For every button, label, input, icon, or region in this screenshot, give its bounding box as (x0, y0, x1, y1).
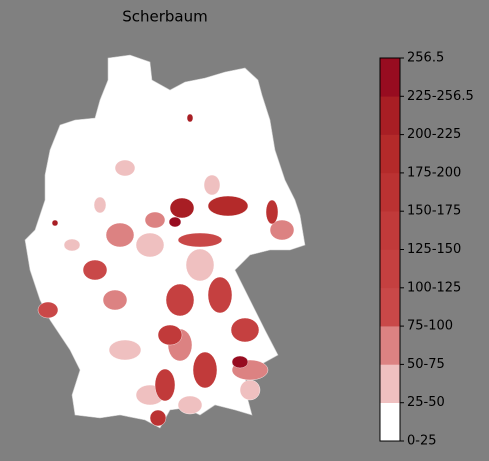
colorbar-label: 150-175 (407, 204, 461, 219)
colorbar-segment (380, 326, 400, 365)
region (135, 232, 165, 258)
colorbar-label: 0-25 (407, 434, 437, 449)
colorbar-label: 200-225 (407, 127, 461, 142)
region (177, 232, 223, 248)
region (37, 301, 59, 319)
colorbar-segment (380, 211, 400, 250)
map-title: Scherbaum (122, 8, 208, 26)
colorbar-segment (380, 287, 400, 327)
colorbar-label: 256.5 (407, 51, 444, 66)
region (177, 395, 203, 415)
region (102, 289, 128, 311)
region (82, 259, 108, 281)
colorbar-segment (380, 172, 400, 212)
region (192, 351, 218, 389)
colorbar-label: 25-50 (407, 395, 445, 410)
region (207, 195, 249, 217)
colorbar-label: 50-75 (407, 357, 445, 372)
colorbar-label: 175-200 (407, 165, 461, 180)
region (105, 222, 135, 248)
region (108, 339, 142, 361)
colorbar-label: 100-125 (407, 280, 461, 295)
region (231, 355, 249, 369)
region (144, 211, 166, 229)
colorbar-label: 125-150 (407, 242, 461, 257)
colorbar-segment (380, 364, 400, 403)
region (185, 248, 215, 282)
colorbar: 0-25 25-50 50-75 75-100 100-125 125-150 150-17… (379, 51, 474, 449)
region (51, 219, 59, 227)
colorbar-segment (380, 58, 400, 97)
colorbar-segment (380, 96, 400, 135)
region (207, 276, 233, 314)
region (203, 174, 221, 196)
region (154, 368, 176, 402)
region (93, 196, 107, 214)
region (149, 409, 167, 427)
region (168, 216, 182, 228)
region (265, 199, 279, 225)
region (230, 317, 260, 343)
region (165, 283, 195, 317)
region (186, 113, 194, 123)
germany-map (24, 54, 306, 429)
colorbar-segment (380, 134, 400, 174)
region (269, 219, 295, 241)
region (114, 159, 136, 177)
colorbar-label: 225-256.5 (407, 89, 474, 104)
region (63, 238, 81, 252)
region (157, 324, 183, 346)
colorbar-label: 75-100 (407, 319, 453, 334)
colorbar-segment (380, 402, 400, 442)
region (169, 197, 195, 219)
colorbar-segment (380, 249, 400, 289)
region (239, 379, 261, 401)
